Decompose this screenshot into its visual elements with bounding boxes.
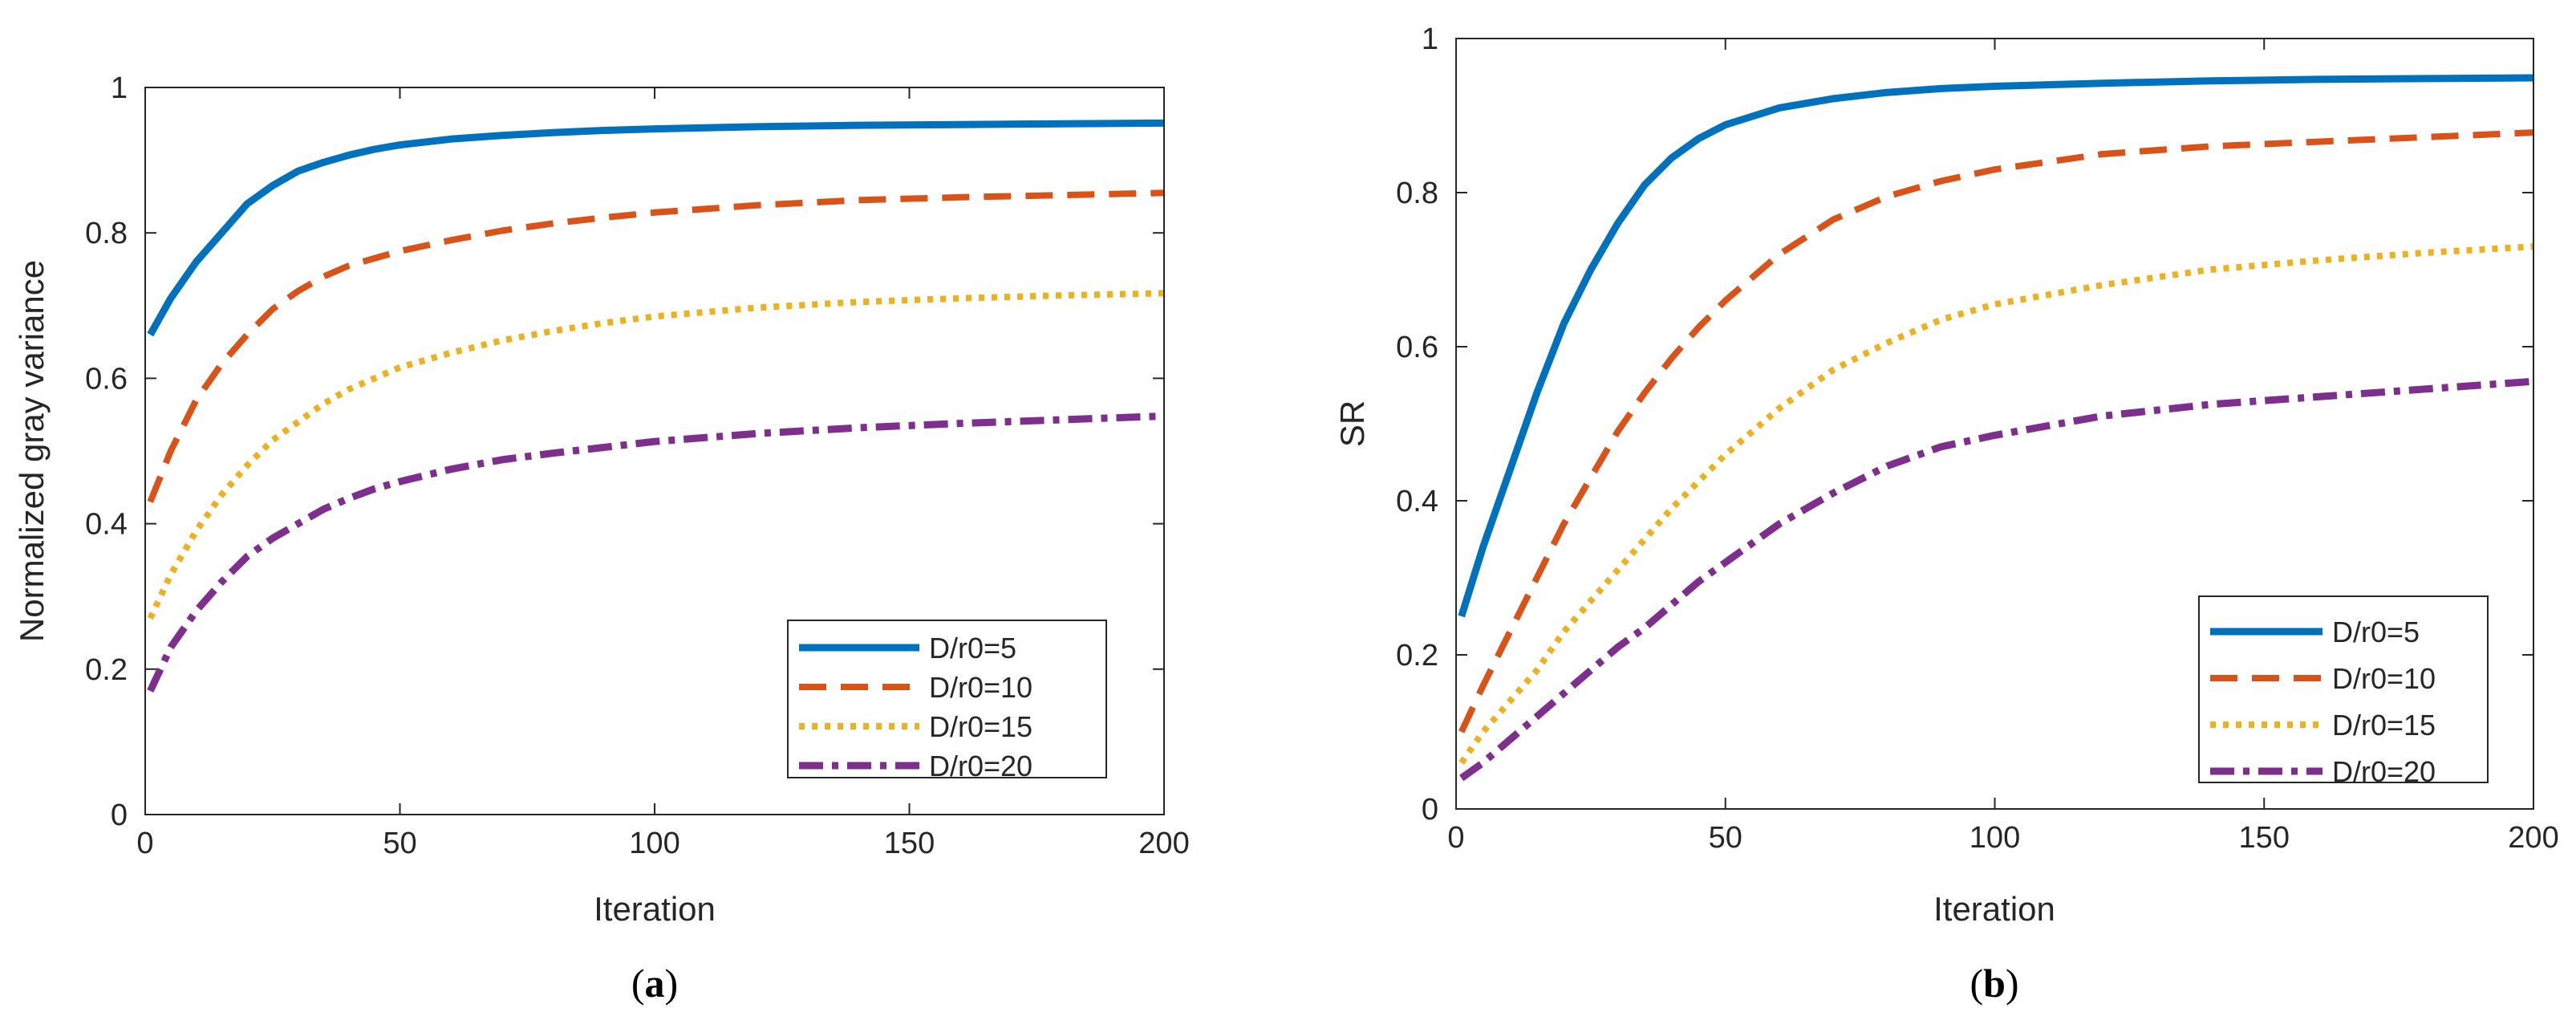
- series-layer-b: [1458, 74, 2534, 782]
- ticks-b: 0 50 100 150 200 0 0.2 0.4 0.6 0.8 1: [1396, 22, 2559, 855]
- y-tick-label: 1: [1422, 22, 1438, 56]
- x-tick-label: 50: [1709, 821, 1742, 855]
- legend-label-a-1: D/r0=5: [929, 632, 1016, 664]
- x-tick-label: 50: [383, 827, 416, 860]
- y-tick-label: 0.4: [85, 508, 128, 542]
- x-tick-label: 200: [2508, 821, 2558, 855]
- chart-panel-a: 0 50 100 150 200 0 0.2 0.4 0.6 0.8 1 Iteration Nor…: [13, 71, 1190, 1006]
- x-tick-label: 0: [136, 827, 153, 860]
- series-line-a-3: [147, 290, 1165, 620]
- legend-b: D/r0=5 D/r0=10 D/r0=15 D/r0=20: [2198, 595, 2489, 788]
- y-tick-label: 0.6: [1396, 331, 1438, 364]
- x-tick-label: 150: [2239, 821, 2290, 855]
- legend-box-b: [2198, 595, 2489, 783]
- panel-caption-a: (a): [631, 961, 678, 1006]
- y-tick-label: 1: [111, 71, 128, 105]
- y-tick-label: 0.2: [1396, 639, 1438, 673]
- panel-caption-b: (b): [1970, 961, 2018, 1006]
- legend-label-b-3: D/r0=15: [2332, 709, 2436, 742]
- y-tick-label: 0.8: [85, 217, 128, 250]
- caption-open-paren: (: [1970, 961, 1983, 1006]
- y-tick-label: 0.6: [85, 362, 128, 396]
- x-tick-label: 100: [629, 827, 679, 860]
- series-line-b-3: [1458, 243, 2534, 765]
- y-tick-label: 0: [111, 799, 128, 832]
- x-tick-label: 200: [1138, 827, 1189, 860]
- series-line-a-1: [147, 119, 1165, 337]
- legend-label-b-2: D/r0=10: [2332, 662, 2436, 695]
- legend-label-a-4: D/r0=20: [929, 750, 1032, 782]
- y-tick-label: 0.2: [85, 653, 128, 687]
- series-layer-a: [147, 119, 1165, 693]
- y-tick-label: 0: [1422, 793, 1438, 827]
- caption-close-paren: ): [2006, 961, 2019, 1006]
- series-line-a-2: [147, 189, 1165, 503]
- x-tick-label: 0: [1447, 821, 1464, 855]
- legend-label-b-4: D/r0=20: [2332, 755, 2436, 788]
- y-tick-label: 0.4: [1396, 485, 1438, 518]
- x-axis-label-b: Iteration: [1933, 890, 2055, 928]
- legend-label-b-1: D/r0=5: [2332, 616, 2420, 648]
- x-axis-label-a: Iteration: [594, 890, 716, 928]
- y-tick-label: 0.8: [1396, 177, 1438, 210]
- caption-close-paren: ): [665, 961, 679, 1006]
- y-axis-label-b: SR: [1333, 400, 1371, 447]
- legend-label-a-2: D/r0=10: [929, 671, 1032, 704]
- y-axis-label-a: Normalized gray variance: [13, 260, 51, 642]
- series-line-b-1: [1458, 74, 2534, 618]
- ticks-a: 0 50 100 150 200 0 0.2 0.4 0.6 0.8 1: [85, 71, 1190, 860]
- caption-letter-b: b: [1983, 961, 2006, 1006]
- x-tick-label: 100: [1970, 821, 2020, 855]
- legend-label-a-3: D/r0=15: [929, 710, 1032, 743]
- x-tick-label: 150: [884, 827, 935, 860]
- series-line-b-4: [1459, 377, 2534, 782]
- caption-letter-a: a: [645, 961, 665, 1006]
- legend-a: D/r0=5 D/r0=10 D/r0=15 D/r0=20: [787, 620, 1107, 782]
- series-line-a-4: [147, 412, 1165, 693]
- series-line-b-2: [1458, 129, 2534, 734]
- caption-open-paren: (: [631, 961, 645, 1006]
